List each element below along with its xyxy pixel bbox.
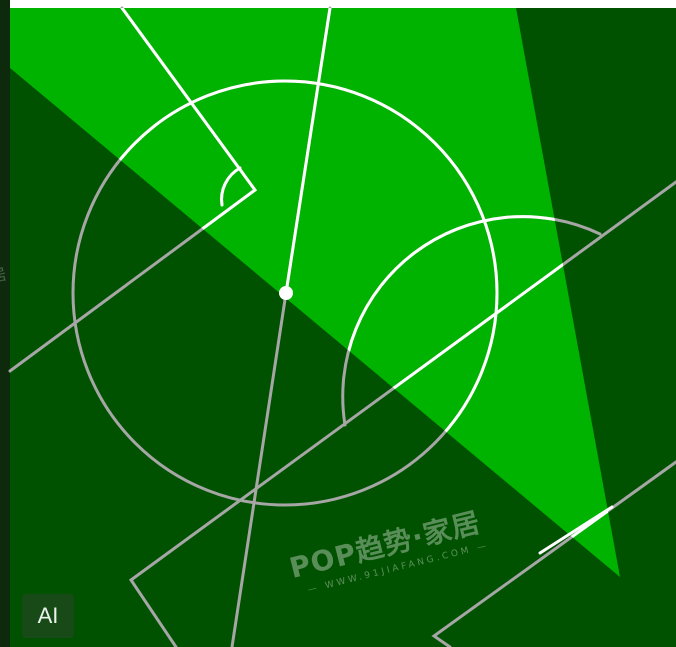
ai-badge: AI [22, 594, 74, 638]
left-border [0, 0, 10, 647]
center-spot [279, 286, 293, 300]
bright-green-field [10, 8, 620, 577]
